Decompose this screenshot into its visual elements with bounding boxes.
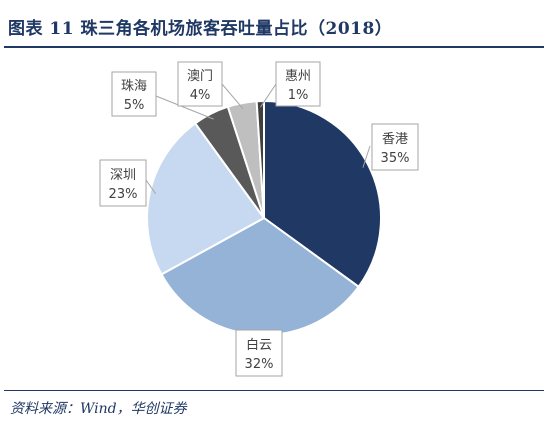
label-box-1 [371, 123, 419, 171]
source-note: 资料来源：Wind，华创证券 [10, 401, 187, 417]
slice-value-label: 5% [124, 98, 145, 113]
slice-name-label: 惠州 [285, 69, 311, 84]
source-rule [4, 390, 544, 391]
label-box-4 [111, 71, 157, 117]
leader-line-5 [221, 83, 244, 110]
title-bar: 图表 11 珠三角各机场旅客吞吐量占比（2018） [4, 14, 544, 48]
label-box-2 [235, 329, 283, 377]
pie-slices [146, 99, 382, 336]
leader-lines [145, 83, 371, 331]
slice-name-label: 白云 [246, 337, 272, 353]
pie-slice-3 [146, 121, 266, 276]
leader-line-3 [145, 179, 157, 195]
slice-labels: 香港 35% 白云 32% 深圳 23% 珠海 5% 澳门 4% 惠州 1% [99, 61, 419, 377]
leader-line-4 [155, 95, 214, 120]
leader-line-6 [260, 83, 277, 108]
label-box-5 [177, 61, 223, 107]
slice-name-label: 珠海 [121, 79, 147, 94]
label-box-3 [99, 159, 147, 207]
slice-value-label: 4% [190, 88, 211, 103]
chart-title: 图表 11 珠三角各机场旅客吞吐量占比（2018） [8, 19, 393, 39]
leader-line-1 [362, 145, 371, 168]
title-rule [4, 46, 544, 48]
slice-value-label: 32% [245, 357, 274, 372]
slice-value-label: 35% [381, 151, 410, 166]
slice-name-label: 深圳 [110, 168, 136, 183]
slice-value-label: 1% [288, 88, 309, 103]
slice-value-label: 23% [109, 187, 138, 202]
slice-name-label: 香港 [382, 132, 408, 147]
slice-name-label: 澳门 [187, 68, 213, 84]
label-box-6 [275, 61, 321, 107]
